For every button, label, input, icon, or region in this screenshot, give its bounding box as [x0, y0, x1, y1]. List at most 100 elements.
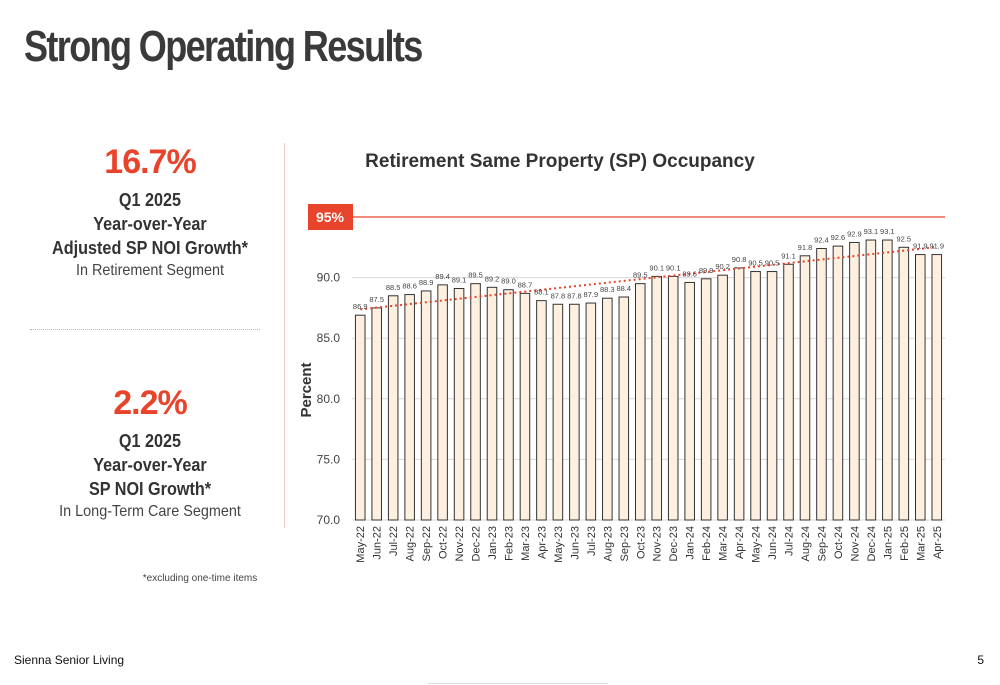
- bar-May-22: [354, 314, 366, 521]
- value-label: 90.2: [715, 262, 730, 271]
- value-label: 86.9: [353, 302, 368, 311]
- chart-title: Retirement Same Property (SP) Occupancy: [365, 151, 755, 172]
- value-label: 91.9: [929, 242, 944, 251]
- value-labels: 86.987.588.5 88.6 88.989.4 89.189.5 89.2 89.0…: [353, 227, 944, 311]
- x-tick-label: Jun-23: [569, 526, 581, 560]
- bar-Feb-24: [700, 278, 712, 521]
- y-axis-ticks: 70.0 75.0 80.0 85.0 90.0: [317, 271, 341, 527]
- bar-Jan-25: [882, 239, 893, 521]
- value-label: 93.1: [880, 227, 895, 236]
- value-label: 89.9: [699, 266, 714, 275]
- bar-Oct-22: [437, 284, 448, 521]
- bar-Aug-22: [404, 294, 415, 521]
- bar-Aug-24: [799, 255, 811, 521]
- x-tick-label: Feb-25: [899, 526, 911, 561]
- stat-divider: [30, 329, 260, 330]
- stat-comparison: Year-over-Year: [93, 214, 207, 234]
- x-tick-label: Oct-22: [438, 526, 450, 559]
- value-label: 88.4: [616, 284, 631, 293]
- bar-Nov-23: [651, 275, 663, 521]
- x-tick-label: Feb-24: [701, 526, 713, 561]
- bar-Apr-23: [536, 300, 547, 521]
- x-tick-label: Nov-23: [652, 526, 664, 561]
- value-label: 89.5: [468, 271, 483, 280]
- value-label: 92.4: [814, 236, 829, 245]
- bar-Oct-24: [832, 245, 844, 521]
- y-tick-label: 75.0: [317, 452, 341, 466]
- bar-Mar-24: [717, 274, 728, 521]
- x-tick-label: Jun-22: [372, 526, 384, 560]
- value-label: 92.5: [897, 234, 912, 243]
- x-tick-label: Aug-23: [602, 526, 614, 561]
- value-label: 88.5: [386, 283, 401, 292]
- footer-company: Sienna Senior Living: [14, 653, 125, 667]
- bar-May-24: [750, 271, 761, 521]
- stat-comparison: Year-over-Year: [93, 455, 207, 475]
- x-tick-label: May-24: [751, 526, 763, 563]
- value-label: 88.7: [518, 280, 533, 289]
- value-label: 93.1: [864, 227, 879, 236]
- stat-retirement: 16.7% Q1 2025 Year-over-Year Adjusted SP…: [30, 143, 270, 282]
- value-label: 91.1: [781, 251, 796, 260]
- x-tick-label: May-23: [553, 526, 565, 563]
- x-tick-label: Nov-22: [454, 526, 466, 561]
- x-tick-label: Mar-24: [718, 526, 730, 561]
- x-tick-label: Jun-24: [767, 526, 779, 560]
- x-tick-label: Apr-23: [536, 526, 548, 559]
- bar-Jul-22: [387, 295, 399, 521]
- bar-Feb-25: [898, 246, 910, 521]
- value-label: 89.4: [435, 272, 450, 281]
- bar-Mar-25: [915, 254, 926, 521]
- value-label: 90.5: [765, 259, 780, 268]
- value-label: 89.6: [682, 269, 697, 278]
- stat-period: Q1 2025: [118, 190, 182, 210]
- value-label: 92.9: [847, 229, 862, 238]
- x-tick-label: Dec-24: [866, 526, 878, 561]
- bar-Dec-24: [865, 239, 877, 521]
- x-tick-label: Aug-22: [405, 526, 417, 561]
- stat-value: 2.2%: [113, 384, 188, 422]
- bar-Jul-24: [783, 263, 794, 521]
- value-label: 90.5: [748, 259, 763, 268]
- bottom-rule: [428, 683, 608, 684]
- value-label: 89.1: [452, 276, 467, 285]
- occupancy-chart: Retirement Same Property (SP) Occupancy …: [298, 151, 945, 563]
- x-tick-label: Mar-23: [520, 526, 532, 561]
- stat-segment: In Long-Term Care Segment: [59, 503, 241, 520]
- x-tick-label: Jan-25: [882, 526, 894, 560]
- x-tick-label: Jan-23: [487, 526, 499, 560]
- x-tick-label: Mar-25: [915, 526, 927, 561]
- stat-segment: In Retirement Segment: [75, 262, 225, 279]
- bar-May-23: [552, 303, 564, 521]
- x-axis-ticks: May-22 Jun-22 Jul-22 Aug-22 Sep-22 Oct-22 Nov-…: [355, 526, 944, 563]
- bars: [354, 239, 943, 521]
- stat-value: 16.7%: [104, 143, 196, 181]
- x-tick-label: Jul-24: [784, 526, 796, 556]
- value-label: 90.8: [732, 255, 747, 264]
- x-tick-label: Nov-24: [849, 526, 861, 561]
- x-tick-label: Oct-24: [833, 526, 845, 559]
- stat-long-term-care: 2.2% Q1 2025 Year-over-Year SP NOI Growt…: [30, 384, 270, 523]
- x-tick-label: Jul-23: [586, 526, 598, 556]
- reference-line-group: 95%: [308, 204, 945, 230]
- x-tick-label: Jul-22: [388, 526, 400, 556]
- x-tick-label: Sep-22: [421, 526, 433, 561]
- x-tick-label: Apr-24: [734, 526, 746, 559]
- x-tick-label: Aug-24: [800, 526, 812, 561]
- stat-period: Q1 2025: [118, 431, 182, 451]
- x-tick-label: Jan-24: [685, 526, 697, 560]
- bar-Jun-22: [371, 307, 382, 521]
- bar-Oct-23: [634, 283, 646, 521]
- bar-Jan-23: [486, 286, 498, 521]
- value-label: 91.9: [913, 242, 928, 251]
- value-label: 87.8: [551, 291, 566, 300]
- bar-Jan-24: [684, 281, 695, 521]
- x-tick-label: May-22: [355, 526, 367, 563]
- bar-Jul-23: [585, 302, 597, 521]
- bar-Nov-22: [453, 288, 465, 521]
- value-label: 87.8: [567, 291, 582, 300]
- x-tick-label: Oct-23: [635, 526, 647, 559]
- value-label: 88.3: [600, 285, 615, 294]
- bar-Nov-24: [849, 241, 860, 521]
- value-label: 92.6: [831, 233, 846, 242]
